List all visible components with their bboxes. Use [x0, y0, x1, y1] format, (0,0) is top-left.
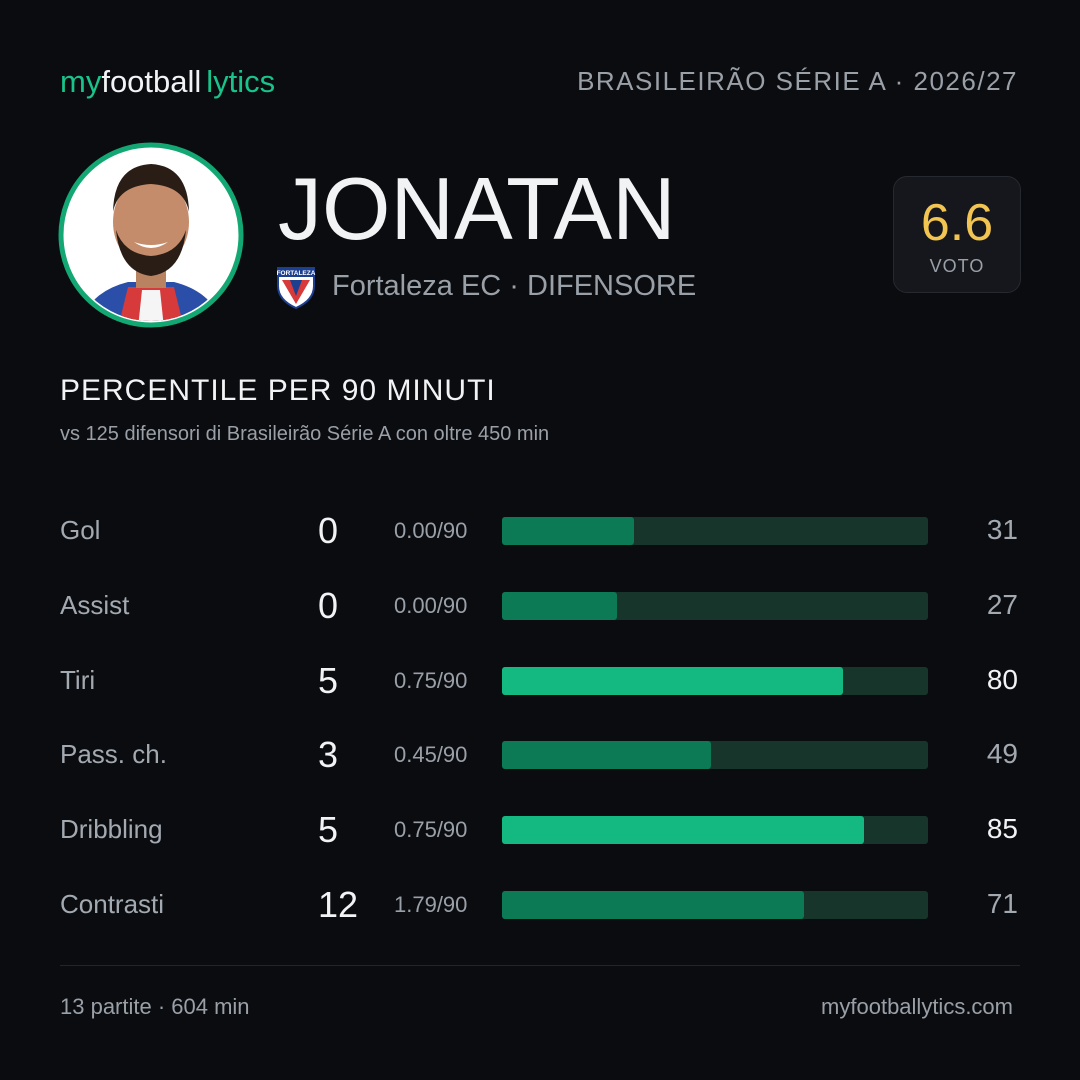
stat-per90: 0.75/90	[394, 817, 468, 843]
stat-total: 5	[318, 659, 339, 701]
bar-track	[502, 816, 928, 845]
stat-percentile: 80	[986, 663, 1018, 695]
stat-per90: 1.79/90	[394, 892, 468, 917]
bar-track	[502, 591, 928, 620]
bar-track	[502, 517, 928, 545]
percentile-bar	[502, 741, 711, 770]
stat-label: Dribbling	[60, 814, 163, 845]
stat-per90: 0.45/90	[394, 742, 468, 768]
footer-summary: 13 partite · 604 min	[60, 994, 250, 1019]
stat-label: Gol	[60, 515, 101, 545]
stat-per90: 0.75/90	[394, 667, 468, 693]
rating-label: VOTO	[929, 256, 985, 276]
bar-track	[502, 891, 928, 919]
stat-total: 0	[318, 584, 339, 626]
stat-per90: 0.00/90	[394, 518, 468, 543]
rating: 6.6	[920, 194, 994, 252]
club: Fortaleza EC · DIFENSORE	[332, 270, 697, 302]
rating-box: 6.6 VOTO	[893, 176, 1021, 293]
stat-total: 12	[318, 884, 359, 925]
stat-per90: 0.00/90	[394, 592, 468, 618]
stat-percentile: 71	[986, 888, 1018, 919]
percentile-bar	[502, 816, 865, 845]
section-subtitle: vs 125 difensori di Brasileirão Série A …	[60, 423, 550, 445]
stat-total: 3	[318, 734, 339, 776]
stat-label: Assist	[60, 589, 130, 620]
divider	[60, 965, 1020, 966]
stat-total: 0	[318, 510, 339, 551]
player-name: JONATAN	[278, 159, 676, 258]
club-crest: FORTALEZA	[277, 267, 316, 310]
avatar	[58, 142, 244, 328]
bar-track	[502, 741, 928, 770]
footer-site: myfootballytics.com	[821, 994, 1013, 1019]
brand-lytics: lytics	[206, 64, 276, 99]
percentile-bar	[502, 891, 805, 919]
bar-track	[502, 666, 928, 695]
stat-total: 5	[318, 809, 339, 851]
stat-percentile: 85	[986, 813, 1018, 845]
stat-label: Tiri	[60, 664, 96, 695]
stat-percentile: 27	[986, 588, 1018, 620]
stat-percentile: 49	[986, 738, 1018, 770]
competition: BRASILEIRÃO SÉRIE A · 2026/27	[577, 66, 1018, 96]
percentile-bar	[502, 666, 843, 695]
stat-label: Pass. ch.	[60, 739, 167, 770]
stat-label: Contrasti	[60, 889, 165, 919]
brand-football: football	[101, 64, 202, 99]
brand: myfootball lytics	[60, 64, 275, 100]
section-title: PERCENTILE PER 90 MINUTI	[60, 374, 496, 407]
crest-text: FORTALEZA	[277, 270, 316, 277]
stat-percentile: 31	[986, 514, 1018, 545]
percentile-bar	[502, 591, 618, 620]
percentile-bar	[502, 517, 635, 545]
brand-my: my	[60, 64, 102, 99]
